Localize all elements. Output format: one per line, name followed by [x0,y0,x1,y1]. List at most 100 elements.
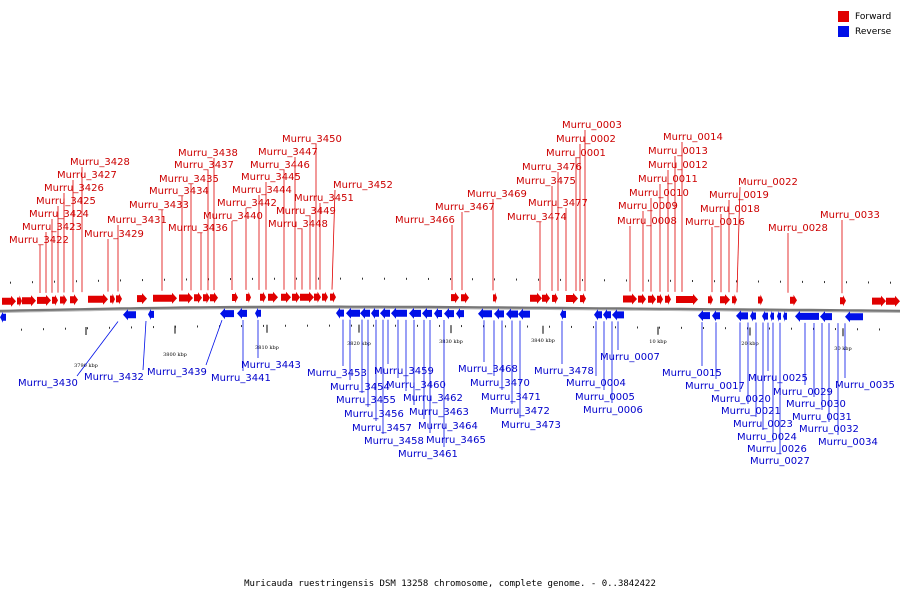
reverse-gene-label: Murru_3473 [501,420,561,431]
forward-gene-label: Murru_3428 [70,157,130,168]
forward-gene-label: Murru_3467 [435,202,495,213]
forward-gene-label: Murru_3449 [276,206,336,217]
forward-gene-arrow [110,293,115,305]
forward-gene-label: Murru_3466 [395,215,455,226]
forward-gene-arrow [322,291,328,303]
reverse-gene-arrow [434,308,442,319]
minor-tick-top [450,278,451,281]
minor-tick-top [296,277,297,280]
reverse-gene-label: Murru_0034 [818,437,878,448]
reverse-gene-label: Murru_3456 [344,409,404,420]
leader-line [142,320,147,371]
forward-gene-label: Murru_3445 [241,172,301,183]
forward-gene-arrow [657,293,663,305]
reverse-gene-arrow [148,308,154,320]
minor-tick-bottom [417,324,418,327]
genome-title: Muricauda ruestringensis DSM 13258 chrom… [244,579,656,589]
reverse-gene-label: Murru_0027 [750,456,810,467]
minor-tick-top [868,281,869,284]
minor-tick-top [472,278,473,281]
forward-gene-arrow [648,293,656,305]
forward-gene-arrow [52,294,58,306]
reverse-gene-label: Murru_3465 [426,435,486,446]
reverse-gene-arrow [220,308,234,320]
forward-gene-label: Murru_3422 [9,235,69,246]
minor-tick-bottom [329,324,330,327]
forward-gene-arrow [676,294,698,305]
forward-gene-arrow [232,292,238,303]
legend-reverse-swatch [838,26,849,37]
reverse-gene-label: Murru_0032 [799,424,859,435]
tick-label: 3830 kbp [439,339,463,345]
reverse-gene-arrow [494,308,504,320]
leader-line [331,189,336,290]
reverse-gene-label: Murru_0015 [662,368,722,379]
tick-label: 3800 kbp [163,352,187,358]
minor-tick-bottom [725,327,726,330]
minor-tick-top [362,277,363,280]
forward-gene-label: Murru_0003 [562,120,622,131]
forward-gene-arrow [22,295,36,307]
forward-gene-label: Murru_0012 [648,160,708,171]
minor-tick-bottom [549,325,550,328]
forward-gene-arrow [70,294,78,306]
backbone-shadow [0,306,900,314]
forward-gene-arrow [281,291,291,303]
reverse-gene-label: Murru_3458 [364,436,424,447]
minor-tick-bottom [241,325,242,328]
forward-gene-label: Murru_3433 [129,200,189,211]
reverse-gene-arrow [478,308,492,320]
forward-gene-arrow [665,293,671,305]
minor-tick-top [780,280,781,283]
minor-tick-bottom [571,325,572,328]
forward-gene-label: Murru_3448 [268,219,328,230]
minor-tick-top [494,278,495,281]
reverse-gene-label: Murru_0031 [792,412,852,423]
reverse-gene-arrow [594,309,602,321]
minor-tick-top [208,278,209,281]
forward-gene-arrow [268,291,278,303]
reverse-gene-arrow [698,310,710,322]
minor-tick-top [252,277,253,280]
forward-gene-arrow [292,291,300,303]
reverse-gene-label: Murru_0005 [575,392,635,403]
forward-gene-arrow [461,292,469,304]
minor-tick-top [604,279,605,282]
forward-gene-label: Murru_3474 [507,212,567,223]
legend-forward-label: Forward [855,11,892,22]
reverse-gene-label: Murru_3463 [409,407,469,418]
forward-gene-label: Murru_3437 [174,160,234,171]
reverse-gene-arrow [518,308,530,320]
forward-gene-arrow [790,294,797,306]
minor-tick-top [406,277,407,280]
reverse-gene-arrow [123,309,136,321]
leader-line [205,319,223,366]
minor-tick-top [714,280,715,283]
forward-gene-label: Murru_3427 [57,170,117,181]
forward-gene-label: Murru_3442 [217,198,277,209]
forward-gene-label: Murru_3426 [44,183,104,194]
forward-gene-label: Murru_3438 [178,148,238,159]
forward-gene-arrow [17,295,22,307]
tick-label: 3790 kbp [74,363,98,369]
minor-tick-top [846,281,847,284]
forward-gene-arrow [330,291,336,303]
legend-forward: Forward [838,9,900,24]
minor-tick-top [142,279,143,282]
forward-gene-arrow [623,293,637,305]
reverse-gene-label: Murru_3439 [147,367,207,378]
minor-tick-bottom [703,327,704,330]
minor-tick-top [736,280,737,283]
forward-gene-arrow [153,292,177,304]
reverse-gene-arrow [346,307,360,319]
forward-gene-label: Murru_3475 [516,176,576,187]
forward-gene-label: Murru_0019 [709,190,769,201]
forward-gene-arrow [300,291,314,303]
minor-tick-top [76,280,77,283]
minor-tick-top [120,279,121,282]
forward-gene-label: Murru_3451 [294,193,354,204]
minor-tick-bottom [351,324,352,327]
reverse-gene-arrow [371,307,379,319]
minor-tick-bottom [857,328,858,331]
reverse-gene-arrow [506,308,518,320]
